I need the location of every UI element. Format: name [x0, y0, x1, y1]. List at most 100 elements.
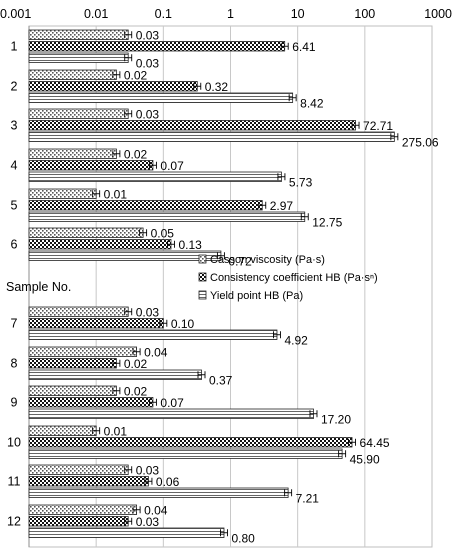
error-bar [193, 82, 202, 90]
data-label: 0.02 [124, 357, 148, 371]
error-bar [148, 161, 157, 169]
data-label: 4.92 [284, 333, 308, 347]
category-label: 7 [11, 316, 18, 330]
error-bar [124, 54, 133, 62]
bar-2-sample-4 [28, 160, 154, 171]
category-label: 11 [8, 474, 21, 488]
data-label: 5.73 [289, 175, 313, 189]
error-bar [112, 150, 121, 158]
data-label: 0.13 [178, 238, 202, 252]
bar-1-sample-6 [28, 227, 144, 238]
data-label: 0.07 [160, 159, 184, 173]
legend: Casson viscosity (Pa·s) Consistency coeff… [198, 254, 378, 302]
data-label: 0.32 [205, 80, 229, 94]
error-bar [309, 410, 318, 418]
data-label: 45.90 [350, 452, 380, 466]
bar-3-sample-2 [28, 92, 294, 103]
bar-3-sample-9 [28, 408, 314, 419]
data-label: 0.03 [136, 305, 160, 319]
data-label: 0.03 [136, 56, 160, 70]
data-label: 0.06 [156, 475, 180, 489]
bar-3-sample-4 [28, 171, 282, 182]
data-label: 0.03 [136, 28, 160, 42]
x-tick-label: 0.01 [84, 7, 108, 21]
bar-3-sample-7 [28, 329, 278, 340]
data-label: 17.20 [321, 412, 351, 426]
data-label: 275.06 [402, 135, 439, 149]
data-label: 0.05 [151, 226, 175, 240]
error-bar [220, 529, 228, 537]
category-label: 2 [11, 79, 18, 93]
data-label: 0.37 [209, 373, 233, 387]
data-label: 72.71 [363, 119, 393, 133]
bar-2-sample-3 [28, 120, 356, 131]
bar-1-sample-12 [28, 504, 138, 515]
bar-2-sample-10 [28, 437, 353, 448]
bar-2-sample-1 [28, 41, 286, 52]
bar-3-sample-8 [28, 369, 202, 380]
legend-swatch [198, 254, 207, 264]
bar-2-sample-12 [28, 516, 129, 527]
bar-1-sample-1 [28, 29, 129, 40]
error-bar [338, 450, 347, 458]
error-bar [197, 371, 206, 379]
error-bar [139, 229, 148, 237]
bar-1-sample-5 [28, 188, 97, 199]
bar-2-sample-9 [28, 397, 154, 408]
category-label: 9 [11, 395, 18, 409]
error-bar [124, 110, 133, 118]
error-bar [258, 201, 267, 209]
data-label: 8.42 [300, 96, 324, 110]
category-label: 10 [7, 435, 21, 449]
error-bar [284, 489, 293, 497]
bar-2-sample-2 [28, 81, 198, 92]
category-label: 8 [11, 356, 18, 370]
error-bar [280, 42, 289, 50]
error-bar [112, 387, 121, 395]
error-bar [351, 121, 360, 129]
category-label: 5 [11, 198, 18, 212]
bar-1-sample-7 [28, 306, 129, 317]
legend-label: Yield point HB (Pa) [210, 290, 303, 302]
error-bar [159, 319, 168, 327]
error-bar [112, 359, 121, 367]
data-label: 0.04 [144, 503, 168, 517]
error-bar [148, 398, 157, 406]
data-label: 2.97 [270, 199, 294, 213]
bar-2-sample-8 [28, 358, 117, 369]
error-bar [216, 252, 225, 260]
bar-1-sample-2 [28, 69, 117, 80]
bar-1-sample-10 [28, 425, 97, 436]
error-bar [112, 71, 121, 79]
bar-3-sample-12 [28, 527, 225, 538]
x-tick-label: 1 [227, 7, 234, 21]
legend-swatch [198, 290, 207, 300]
axes: 0.001 0.01 0.1 1 10 100 1000123456789101112Sam… [0, 7, 452, 547]
error-bar [124, 308, 133, 316]
x-tick-label: 100 [354, 7, 375, 21]
data-label: 0.02 [124, 147, 148, 161]
data-label: 0.03 [136, 107, 160, 121]
x-tick-label: 0.001 [0, 7, 31, 21]
data-label: 0.03 [136, 515, 160, 529]
bar-1-sample-3 [28, 108, 129, 119]
x-tick-label: 10 [291, 7, 305, 21]
data-labels: 0.030.020.030.020.010.050.030.040.020.01… [104, 28, 439, 545]
category-axis-title: Sample No. [6, 280, 71, 294]
error-bar [390, 133, 399, 141]
data-label: 0.03 [136, 463, 160, 477]
data-label: 0.80 [231, 531, 255, 545]
data-label: 12.75 [312, 215, 342, 229]
bar-3-sample-11 [28, 487, 289, 498]
bar-3-sample-5 [28, 211, 306, 222]
error-bar [124, 31, 133, 39]
bar-3-sample-6 [28, 250, 222, 261]
bars [28, 29, 399, 538]
category-label: 4 [11, 158, 18, 172]
error-bar [277, 173, 286, 181]
error-bar [348, 438, 356, 446]
error-bar [124, 466, 133, 474]
bar-3-sample-1 [28, 52, 129, 63]
error-bar [132, 348, 141, 356]
